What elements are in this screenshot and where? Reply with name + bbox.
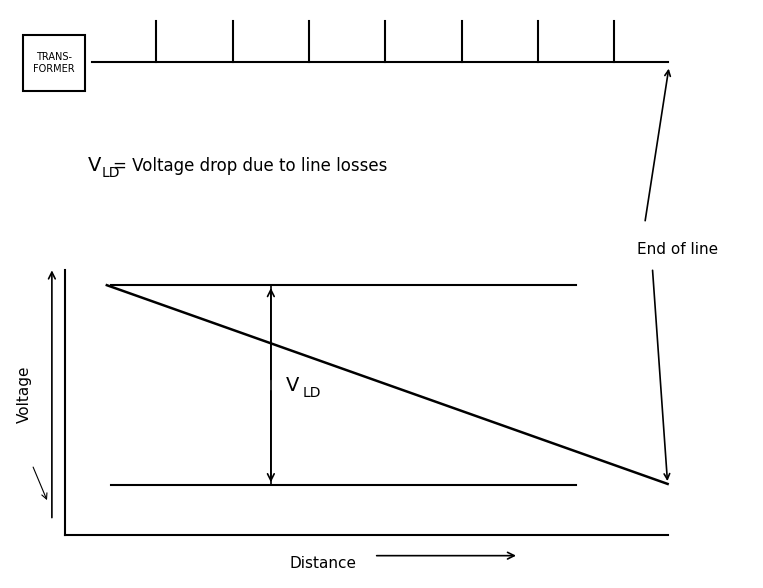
Text: End of line: End of line — [637, 242, 718, 258]
Text: LD: LD — [101, 166, 120, 180]
Text: TRANS-
FORMER: TRANS- FORMER — [34, 52, 75, 75]
Text: Distance: Distance — [290, 556, 357, 571]
Text: LD: LD — [303, 386, 321, 400]
FancyBboxPatch shape — [23, 35, 85, 91]
Text: = Voltage drop due to line losses: = Voltage drop due to line losses — [113, 157, 388, 175]
Text: Voltage: Voltage — [17, 365, 32, 423]
Text: V: V — [88, 156, 101, 175]
Text: V: V — [286, 376, 300, 395]
